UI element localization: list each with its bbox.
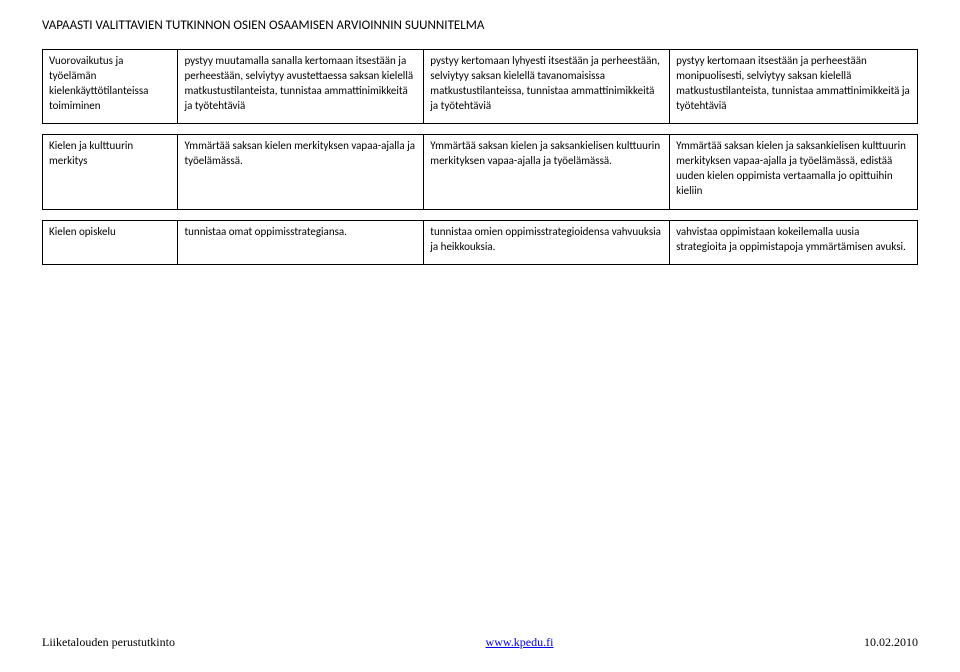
assessment-table: Vuorovaikutus ja työelämän kielenkäyttöt… bbox=[42, 49, 918, 124]
cell: pystyy kertomaan lyhyesti itsestään ja p… bbox=[424, 50, 670, 124]
cell: pystyy muutamalla sanalla kertomaan itse… bbox=[178, 50, 424, 124]
row-label: Kielen ja kulttuurin merkitys bbox=[43, 135, 178, 209]
cell: tunnistaa omat oppimisstrategiansa. bbox=[178, 220, 424, 265]
footer-link[interactable]: www.kpedu.fi bbox=[486, 635, 554, 650]
table-gap bbox=[42, 210, 918, 220]
table-row: Kielen ja kulttuurin merkitys Ymmärtää s… bbox=[43, 135, 918, 209]
table-row: Kielen opiskelu tunnistaa omat oppimisst… bbox=[43, 220, 918, 265]
page-title: VAPAASTI VALITTAVIEN TUTKINNON OSIEN OSA… bbox=[42, 18, 918, 33]
cell: vahvistaa oppimistaan kokeilemalla uusia… bbox=[670, 220, 918, 265]
cell: tunnistaa omien oppimisstrategioidensa v… bbox=[424, 220, 670, 265]
footer-left: Liiketalouden perustutkinto bbox=[42, 635, 175, 650]
table-gap bbox=[42, 124, 918, 134]
assessment-table: Kielen opiskelu tunnistaa omat oppimisst… bbox=[42, 220, 918, 266]
row-label: Kielen opiskelu bbox=[43, 220, 178, 265]
assessment-table: Kielen ja kulttuurin merkitys Ymmärtää s… bbox=[42, 134, 918, 209]
document-page: VAPAASTI VALITTAVIEN TUTKINNON OSIEN OSA… bbox=[0, 0, 960, 672]
cell: Ymmärtää saksan kielen merkityksen vapaa… bbox=[178, 135, 424, 209]
page-footer: Liiketalouden perustutkinto www.kpedu.fi… bbox=[42, 635, 918, 650]
footer-date: 10.02.2010 bbox=[864, 635, 918, 650]
table-row: Vuorovaikutus ja työelämän kielenkäyttöt… bbox=[43, 50, 918, 124]
cell: Ymmärtää saksan kielen ja saksankielisen… bbox=[670, 135, 918, 209]
row-label: Vuorovaikutus ja työelämän kielenkäyttöt… bbox=[43, 50, 178, 124]
cell: Ymmärtää saksan kielen ja saksankielisen… bbox=[424, 135, 670, 209]
cell: pystyy kertomaan itsestään ja perheestää… bbox=[670, 50, 918, 124]
